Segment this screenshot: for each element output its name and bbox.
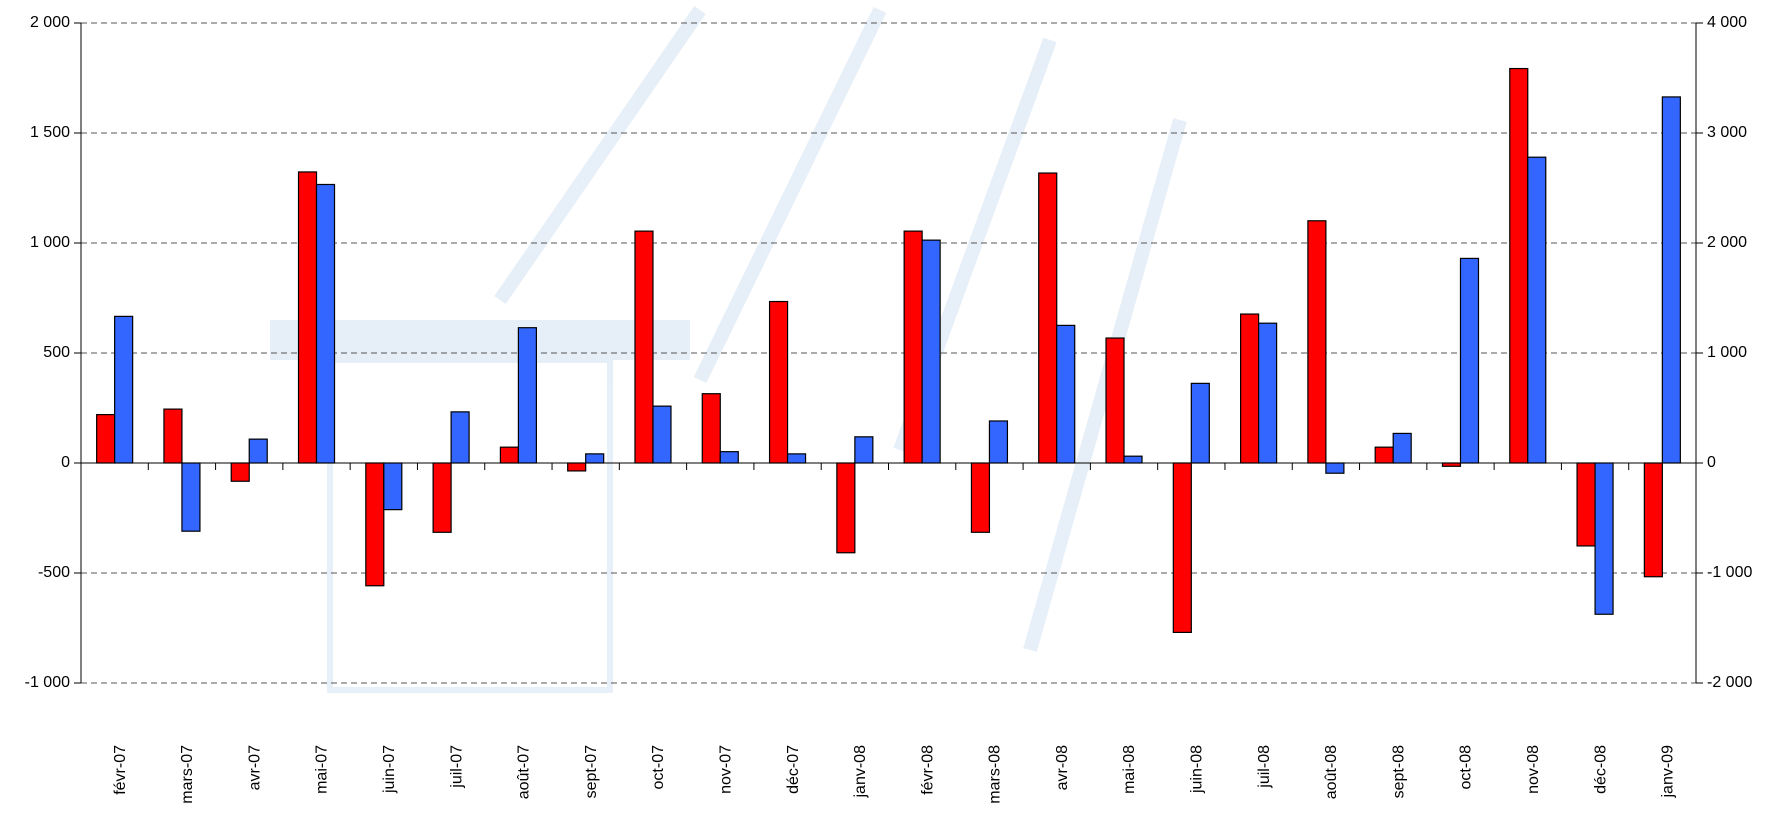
- bar: [1173, 463, 1191, 632]
- bar: [1308, 221, 1326, 463]
- x-tick-label: sept-08: [1390, 745, 1407, 798]
- bar: [1375, 447, 1393, 463]
- bar: [317, 184, 335, 463]
- y-tick-label: 500: [43, 344, 70, 361]
- bar: [904, 231, 922, 463]
- x-tick-label: mars-07: [179, 745, 196, 804]
- bar: [1057, 325, 1075, 463]
- bar: [1393, 433, 1411, 463]
- x-tick-label: juil-08: [1256, 745, 1273, 789]
- bar: [1577, 463, 1595, 546]
- x-tick-label: juin-07: [381, 745, 398, 794]
- x-tick-label: mars-08: [987, 745, 1004, 804]
- bar: [568, 463, 586, 471]
- x-tick-label: déc-08: [1592, 745, 1609, 794]
- x-tick-label: janv-09: [1660, 745, 1677, 799]
- bar: [1460, 258, 1478, 463]
- x-tick-label: nov-07: [717, 745, 734, 794]
- bar: [1191, 383, 1209, 463]
- x-tick-label: mai-08: [1121, 745, 1138, 794]
- x-tick-label: août-08: [1323, 745, 1340, 799]
- page: -1 000 -500 0 500 1 000 1 500 2 000 -2 000 -1 00…: [0, 0, 1775, 813]
- x-tick-label: avr-07: [246, 745, 263, 790]
- y2-tick-label: 4 000: [1707, 14, 1747, 31]
- y2-tick-label: 1 000: [1707, 344, 1747, 361]
- bar: [182, 463, 200, 531]
- bar: [653, 406, 671, 463]
- x-tick-label: févr-07: [112, 745, 129, 795]
- bar: [1241, 314, 1259, 463]
- bar: [720, 452, 738, 463]
- bar: [500, 447, 518, 463]
- y2-tick-label: 3 000: [1707, 124, 1747, 141]
- x-tick-label: oct-07: [650, 745, 667, 790]
- y-tick-label: -1 000: [25, 674, 70, 691]
- bar: [788, 454, 806, 463]
- x-tick-label: févr-08: [919, 745, 936, 795]
- bar: [1039, 173, 1057, 463]
- bar: [164, 409, 182, 463]
- bar: [635, 231, 653, 463]
- bar: [770, 302, 788, 463]
- y2-tick-label: -2 000: [1707, 674, 1752, 691]
- bar: [586, 454, 604, 463]
- bar: [1124, 456, 1142, 463]
- bar: [249, 439, 267, 463]
- bar: [299, 172, 317, 463]
- bar: [115, 316, 133, 463]
- y-tick-label: 1 000: [30, 234, 70, 251]
- bar: [366, 463, 384, 586]
- x-tick-label: nov-08: [1525, 745, 1542, 794]
- bar: [855, 437, 873, 463]
- y2-tick-label: 0: [1707, 454, 1716, 471]
- bar: [384, 463, 402, 510]
- bar: [1106, 338, 1124, 463]
- x-tick-label: déc-07: [785, 745, 802, 794]
- bar: [97, 415, 115, 463]
- x-tick-label: août-07: [516, 745, 533, 799]
- bar: [1326, 463, 1344, 473]
- bar: [989, 421, 1007, 463]
- x-tick-label: juin-08: [1189, 745, 1206, 794]
- bar: [1510, 69, 1528, 463]
- chart: -1 000 -500 0 500 1 000 1 500 2 000 -2 000 -1 00…: [0, 0, 1775, 813]
- y-tick-label: 1 500: [30, 124, 70, 141]
- bar: [702, 394, 720, 463]
- x-tick-label: mai-07: [314, 745, 331, 794]
- x-tick-label: janv-08: [852, 745, 869, 799]
- bar: [433, 463, 451, 532]
- x-tick-label: sept-07: [583, 745, 600, 798]
- y-tick-label: 2 000: [30, 14, 70, 31]
- x-tick-label: oct-08: [1458, 745, 1475, 790]
- bar: [518, 328, 536, 463]
- bar: [1259, 323, 1277, 463]
- bar: [1662, 97, 1680, 463]
- bar: [1644, 463, 1662, 577]
- y2-tick-label: -1 000: [1707, 564, 1752, 581]
- x-tick-label: avr-08: [1054, 745, 1071, 790]
- y2-tick-label: 2 000: [1707, 234, 1747, 251]
- bar: [1595, 463, 1613, 614]
- bar: [837, 463, 855, 553]
- bar: [231, 463, 249, 481]
- x-tick-label: juil-07: [448, 745, 465, 789]
- bar: [971, 463, 989, 532]
- y-tick-label: 0: [61, 454, 70, 471]
- y-tick-label: -500: [38, 564, 70, 581]
- bar: [451, 412, 469, 463]
- bar: [1528, 157, 1546, 463]
- bar: [922, 240, 940, 463]
